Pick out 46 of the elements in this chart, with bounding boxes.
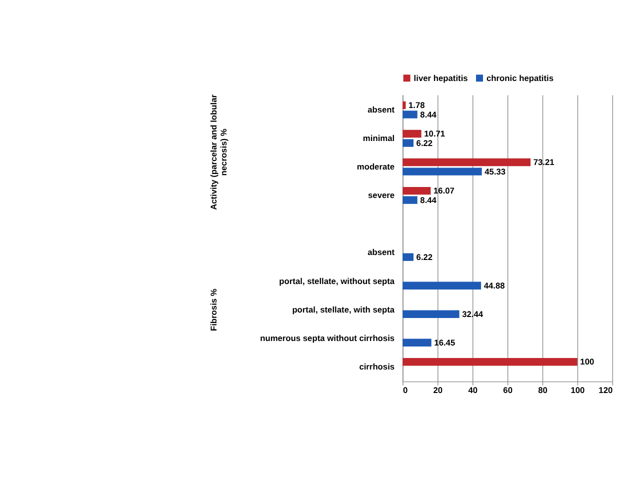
legend-label: liver hepatitis <box>414 72 468 83</box>
bar <box>402 196 418 204</box>
y-tick-label: portal, stellate, with septa <box>292 304 395 314</box>
bar <box>402 130 422 138</box>
y-tick-label: minimal <box>362 133 395 144</box>
bar <box>402 338 432 346</box>
text: Activity (parcelar and lobular necrosis) % <box>208 94 228 210</box>
bar <box>402 101 406 110</box>
data-label: 6.22 <box>416 138 433 148</box>
x-tick-label: 40 <box>468 385 478 396</box>
y-tick-label: absent <box>368 104 395 115</box>
y-tick-label: numerous septa without cirrhosis <box>260 332 395 343</box>
bar <box>402 310 460 318</box>
data-label: 1.78 <box>408 100 426 110</box>
data-label: 16.45 <box>434 337 456 348</box>
y-tick-label: portal, stellate, without septa <box>279 276 395 286</box>
bar <box>402 358 578 366</box>
y-tick-label: absent <box>368 247 395 258</box>
data-label: 45.33 <box>484 166 506 176</box>
text: Fibrosis % <box>208 288 219 332</box>
y-tick-label: cirrhosis <box>359 361 395 372</box>
data-label: 16.07 <box>434 186 455 196</box>
data-label: 73.21 <box>533 157 555 168</box>
data-label: 32.44 <box>462 308 484 319</box>
bar <box>402 186 431 195</box>
data-label: 10.71 <box>424 128 446 139</box>
x-tick-label: 80 <box>538 385 548 396</box>
bar <box>402 110 418 118</box>
x-tick-label: 60 <box>503 385 513 396</box>
bar <box>402 168 482 176</box>
x-tick-label: 120 <box>598 385 613 396</box>
x-tick-label: 100 <box>570 385 586 396</box>
bar <box>402 158 531 166</box>
data-label: 44.88 <box>484 280 506 290</box>
legend-label: chronic hepatitis <box>486 72 554 83</box>
x-tick-label: 0 <box>402 385 408 396</box>
y-tick-label: severe <box>368 190 395 200</box>
bar <box>402 253 414 261</box>
data-label: 8.44 <box>420 109 437 120</box>
data-label: 6.22 <box>416 252 433 262</box>
bar <box>402 139 414 147</box>
bar <box>402 282 482 290</box>
x-tick-label: 20 <box>433 385 443 396</box>
y-tick-label: moderate <box>356 162 395 172</box>
data-label: 8.44 <box>420 194 437 205</box>
data-label: 100 <box>580 356 594 367</box>
